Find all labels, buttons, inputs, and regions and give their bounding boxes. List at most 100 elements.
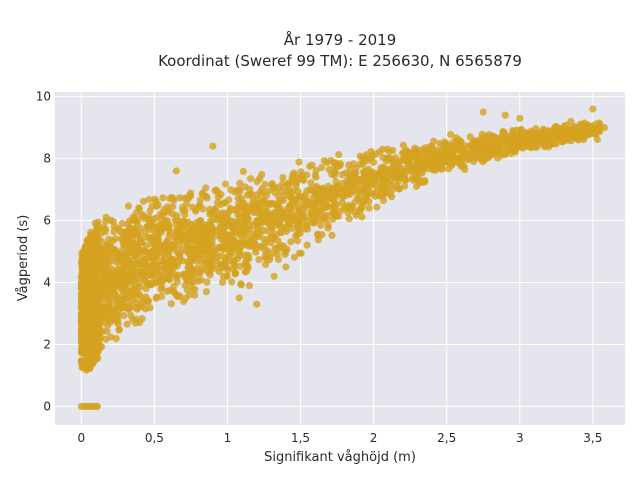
data-point	[141, 262, 149, 270]
data-point	[269, 209, 277, 218]
data-point	[196, 201, 204, 210]
data-point	[87, 247, 95, 255]
data-point	[93, 402, 101, 410]
data-point	[209, 215, 217, 223]
data-point	[490, 136, 498, 144]
data-point	[203, 194, 211, 202]
data-point	[455, 136, 463, 144]
data-point	[129, 213, 137, 221]
data-point	[279, 179, 287, 188]
data-point	[501, 111, 509, 119]
data-point	[358, 213, 366, 221]
data-point	[187, 236, 195, 244]
data-point	[502, 149, 510, 157]
data-point	[89, 324, 98, 332]
data-point	[112, 258, 120, 266]
data-point	[379, 153, 387, 161]
data-point	[468, 141, 476, 149]
data-point	[81, 343, 89, 351]
data-point	[552, 122, 560, 131]
data-point	[225, 196, 233, 204]
data-point	[265, 256, 274, 264]
data-point	[385, 148, 393, 156]
data-point	[255, 196, 263, 204]
data-point	[140, 214, 148, 223]
data-point	[365, 204, 373, 212]
y-tick-label: 0	[43, 399, 51, 413]
data-point	[516, 114, 524, 122]
data-point	[216, 244, 224, 252]
data-point	[206, 222, 214, 230]
x-axis-title: Signifikant våghöjd (m)	[264, 450, 416, 465]
data-point	[196, 252, 204, 260]
data-point	[412, 147, 420, 156]
data-point	[345, 215, 353, 223]
data-point	[257, 243, 265, 251]
data-point	[288, 224, 296, 232]
data-point	[460, 145, 468, 153]
data-point	[203, 278, 211, 286]
data-point	[92, 311, 100, 320]
data-point	[295, 226, 303, 234]
data-point	[130, 284, 138, 293]
data-point	[217, 260, 225, 269]
data-point	[112, 273, 120, 281]
data-point	[312, 167, 320, 175]
data-point	[262, 260, 270, 269]
data-point	[148, 272, 156, 280]
data-point	[90, 272, 98, 280]
data-point	[307, 202, 315, 210]
x-axis-ticks: 0 0,5 1 1,5 2 2,5 3 3,5	[77, 431, 602, 445]
data-point	[94, 253, 102, 261]
data-point	[127, 311, 135, 320]
data-point	[93, 302, 101, 310]
data-point	[295, 194, 303, 202]
data-point	[154, 201, 162, 209]
data-point	[291, 202, 299, 210]
data-point	[430, 137, 438, 145]
data-point	[129, 272, 138, 280]
data-point	[191, 286, 199, 294]
data-point	[304, 225, 312, 233]
data-point	[436, 139, 444, 148]
data-point	[324, 224, 332, 232]
data-point	[415, 165, 423, 173]
data-point	[341, 203, 349, 211]
data-point	[287, 194, 296, 202]
data-point	[240, 223, 248, 231]
data-point	[151, 239, 159, 247]
data-point	[425, 152, 433, 160]
data-point	[347, 202, 355, 210]
data-point	[123, 320, 131, 328]
data-point	[313, 191, 321, 199]
data-point	[575, 136, 583, 144]
data-point	[159, 250, 167, 258]
data-point	[110, 222, 118, 231]
data-point	[131, 291, 139, 299]
data-point	[151, 195, 159, 203]
data-point	[174, 271, 182, 279]
data-point	[124, 202, 133, 210]
data-point	[150, 215, 158, 223]
data-point	[83, 310, 91, 318]
data-point	[559, 126, 567, 134]
data-point	[151, 254, 159, 262]
data-point	[533, 133, 541, 141]
data-point	[142, 293, 150, 301]
data-point	[157, 241, 165, 249]
data-point	[262, 192, 271, 200]
data-point	[487, 149, 496, 157]
data-point	[196, 196, 204, 204]
data-point	[245, 255, 253, 263]
data-point	[159, 194, 167, 202]
data-point	[130, 240, 138, 248]
data-point	[373, 186, 381, 194]
data-point	[230, 265, 238, 273]
data-point	[214, 198, 222, 206]
data-point	[105, 306, 113, 314]
data-point	[163, 220, 171, 228]
data-point	[112, 335, 120, 343]
data-point	[87, 344, 95, 353]
data-point	[287, 238, 295, 246]
data-point	[127, 263, 135, 271]
